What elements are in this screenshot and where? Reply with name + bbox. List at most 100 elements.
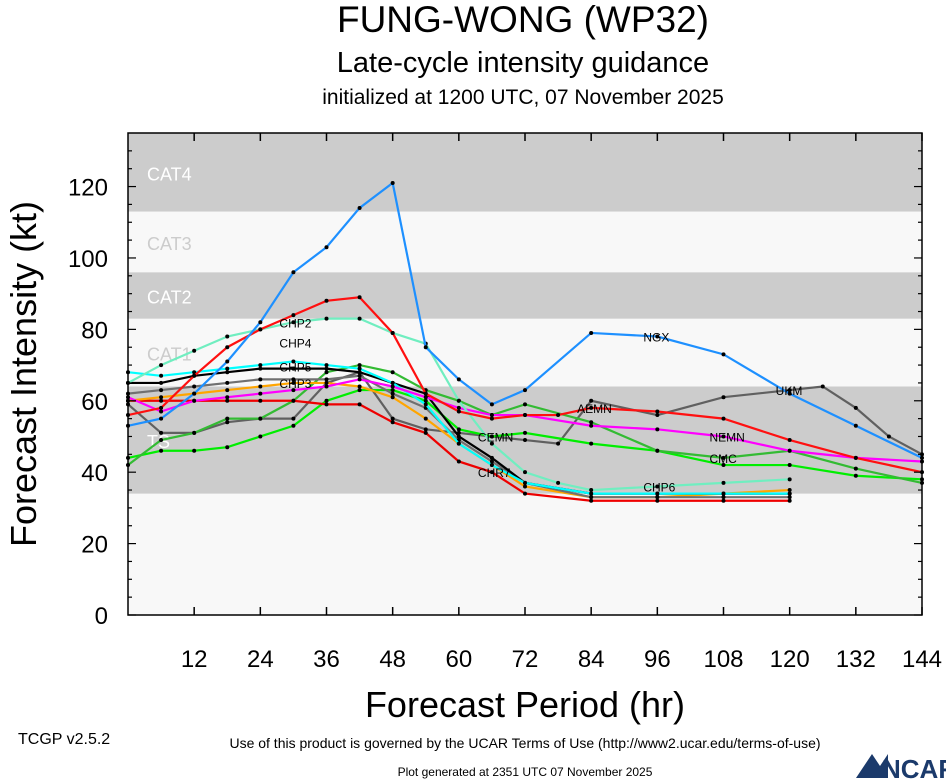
data-point <box>225 370 230 375</box>
data-point <box>390 395 395 400</box>
data-point <box>225 395 230 400</box>
data-point <box>655 491 660 496</box>
data-point <box>159 398 164 403</box>
data-point <box>324 370 329 375</box>
data-point <box>423 345 428 350</box>
data-point <box>423 416 428 421</box>
data-point <box>324 363 329 368</box>
data-point <box>787 438 792 443</box>
x-tick-label: 96 <box>644 646 671 673</box>
data-point <box>258 416 263 421</box>
data-point <box>159 388 164 393</box>
series-label-chp3: CHP3 <box>279 377 311 391</box>
ncar-logo: NCAR <box>856 754 946 780</box>
data-point <box>357 384 362 389</box>
data-point <box>192 448 197 453</box>
x-tick-label: 132 <box>836 646 876 673</box>
y-tick-label: 120 <box>68 175 108 202</box>
data-point <box>357 366 362 371</box>
data-point <box>291 313 296 318</box>
data-point <box>324 398 329 403</box>
data-point <box>655 498 660 503</box>
data-point <box>787 391 792 396</box>
generated-text: Plot generated at 2351 UTC 07 November 2… <box>398 765 653 779</box>
x-tick-label: 120 <box>770 646 810 673</box>
data-point <box>258 363 263 368</box>
data-point <box>589 498 594 503</box>
data-point <box>721 455 726 460</box>
data-point <box>853 405 858 410</box>
data-point <box>357 363 362 368</box>
data-point <box>159 448 164 453</box>
data-point <box>159 409 164 414</box>
series-line <box>127 317 790 492</box>
data-point <box>357 373 362 378</box>
data-point <box>159 380 164 385</box>
data-point <box>589 491 594 496</box>
data-point <box>324 377 329 382</box>
band-label: CAT4 <box>147 164 192 184</box>
data-point <box>291 416 296 421</box>
data-point <box>159 363 164 368</box>
data-point <box>556 413 561 418</box>
data-point <box>721 416 726 421</box>
data-point <box>456 377 461 382</box>
y-tick-label: 40 <box>81 460 108 487</box>
data-point <box>225 398 230 403</box>
data-point <box>192 391 197 396</box>
chart-title: FUNG-WONG (WP32) <box>337 0 709 40</box>
data-point <box>589 398 594 403</box>
series-chr7 <box>126 398 792 503</box>
data-point <box>324 402 329 407</box>
band-label: CAT1 <box>147 345 192 365</box>
data-point <box>556 441 561 446</box>
data-point <box>390 384 395 389</box>
series-line <box>127 296 923 474</box>
data-point <box>489 416 494 421</box>
data-point <box>390 330 395 335</box>
data-point <box>225 380 230 385</box>
data-point <box>655 409 660 414</box>
x-tick-label: 60 <box>445 646 472 673</box>
data-point <box>258 377 263 382</box>
data-point <box>853 423 858 428</box>
data-point <box>655 334 660 339</box>
data-point <box>589 330 594 335</box>
data-point <box>721 463 726 468</box>
data-point <box>357 402 362 407</box>
data-point <box>787 477 792 482</box>
data-point <box>523 430 527 435</box>
data-point <box>324 316 329 321</box>
data-point <box>523 480 527 485</box>
data-point <box>258 320 263 325</box>
x-tick-label: 84 <box>578 646 605 673</box>
x-tick-label: 48 <box>379 646 406 673</box>
data-point <box>159 373 164 378</box>
data-point <box>357 316 362 321</box>
data-point <box>192 373 197 378</box>
data-point <box>423 427 428 432</box>
data-point <box>456 434 461 439</box>
data-point <box>489 470 494 475</box>
data-point <box>225 359 230 364</box>
data-point <box>423 430 428 435</box>
series-chp6 <box>126 316 792 493</box>
data-point <box>456 409 461 414</box>
data-point <box>324 384 329 389</box>
data-point <box>423 398 428 403</box>
data-point <box>556 480 561 485</box>
data-point <box>721 498 726 503</box>
x-tick-label: 36 <box>313 646 340 673</box>
series-label-chp6: CHP6 <box>643 480 675 494</box>
data-point <box>523 402 527 407</box>
x-tick-label: 144 <box>902 646 942 673</box>
x-tick-label: 24 <box>247 646 274 673</box>
series-cmc <box>126 363 924 485</box>
data-point <box>820 384 825 389</box>
data-point <box>357 388 362 393</box>
series-aemn <box>126 295 924 475</box>
data-point <box>589 488 594 493</box>
data-point <box>390 180 395 185</box>
series-cemn <box>126 388 924 482</box>
band-cat1 <box>128 318 922 387</box>
